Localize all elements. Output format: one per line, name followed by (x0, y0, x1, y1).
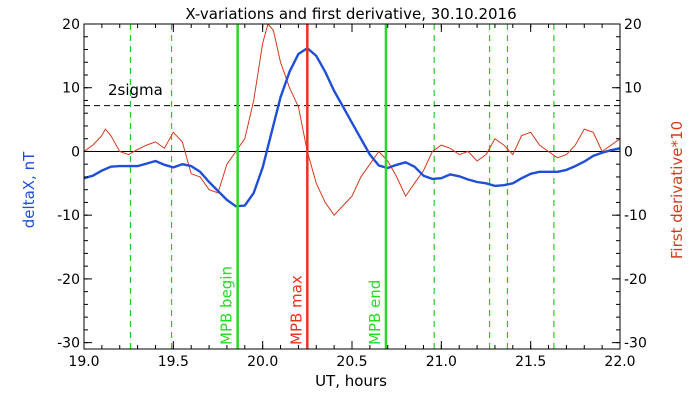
deltax-line (84, 47, 620, 208)
x-tick-label: 21.5 (515, 354, 546, 370)
x-axis-label: UT, hours (315, 372, 387, 390)
y-tick-label-right: 0 (624, 144, 633, 160)
chart-title: X-variations and first derivative, 30.10… (185, 5, 516, 23)
x-tick-label: 21.0 (426, 354, 457, 370)
y-tick-label-left: 10 (62, 81, 80, 97)
y-tick-label-right: -10 (624, 208, 647, 224)
x-tick-label: 22.0 (604, 354, 635, 370)
mpb-begin-label: MPB begin (218, 266, 236, 345)
y-axis-label-right: First derivative*10 (668, 121, 686, 259)
sigma-label: 2sigma (108, 81, 163, 99)
y-tick-label-right: 10 (624, 81, 642, 97)
mpb-max-label: MPB max (287, 275, 305, 345)
y-tick-label-left: -10 (57, 208, 80, 224)
plot-layer (84, 24, 620, 349)
x-tick-label: 20.0 (247, 354, 278, 370)
axes-layer: X-variations and first derivative, 30.10… (20, 5, 686, 390)
x-tick-label: 19.0 (68, 354, 99, 370)
y-tick-label-left: -20 (57, 272, 80, 288)
y-tick-label-left: 20 (62, 17, 80, 33)
plot-frame (83, 23, 621, 350)
y-axis-label-left: deltaX, nT (20, 151, 38, 228)
x-tick-label: 20.5 (336, 354, 367, 370)
derivative-line (84, 24, 620, 216)
y-tick-label-right: 20 (624, 17, 642, 33)
y-tick-label-right: -30 (624, 336, 647, 352)
x-tick-label: 19.5 (158, 354, 189, 370)
y-tick-label-left: 0 (71, 144, 80, 160)
y-tick-label-left: -30 (57, 336, 80, 352)
y-tick-label-right: -20 (624, 272, 647, 288)
mpb-end-label: MPB end (366, 280, 384, 345)
